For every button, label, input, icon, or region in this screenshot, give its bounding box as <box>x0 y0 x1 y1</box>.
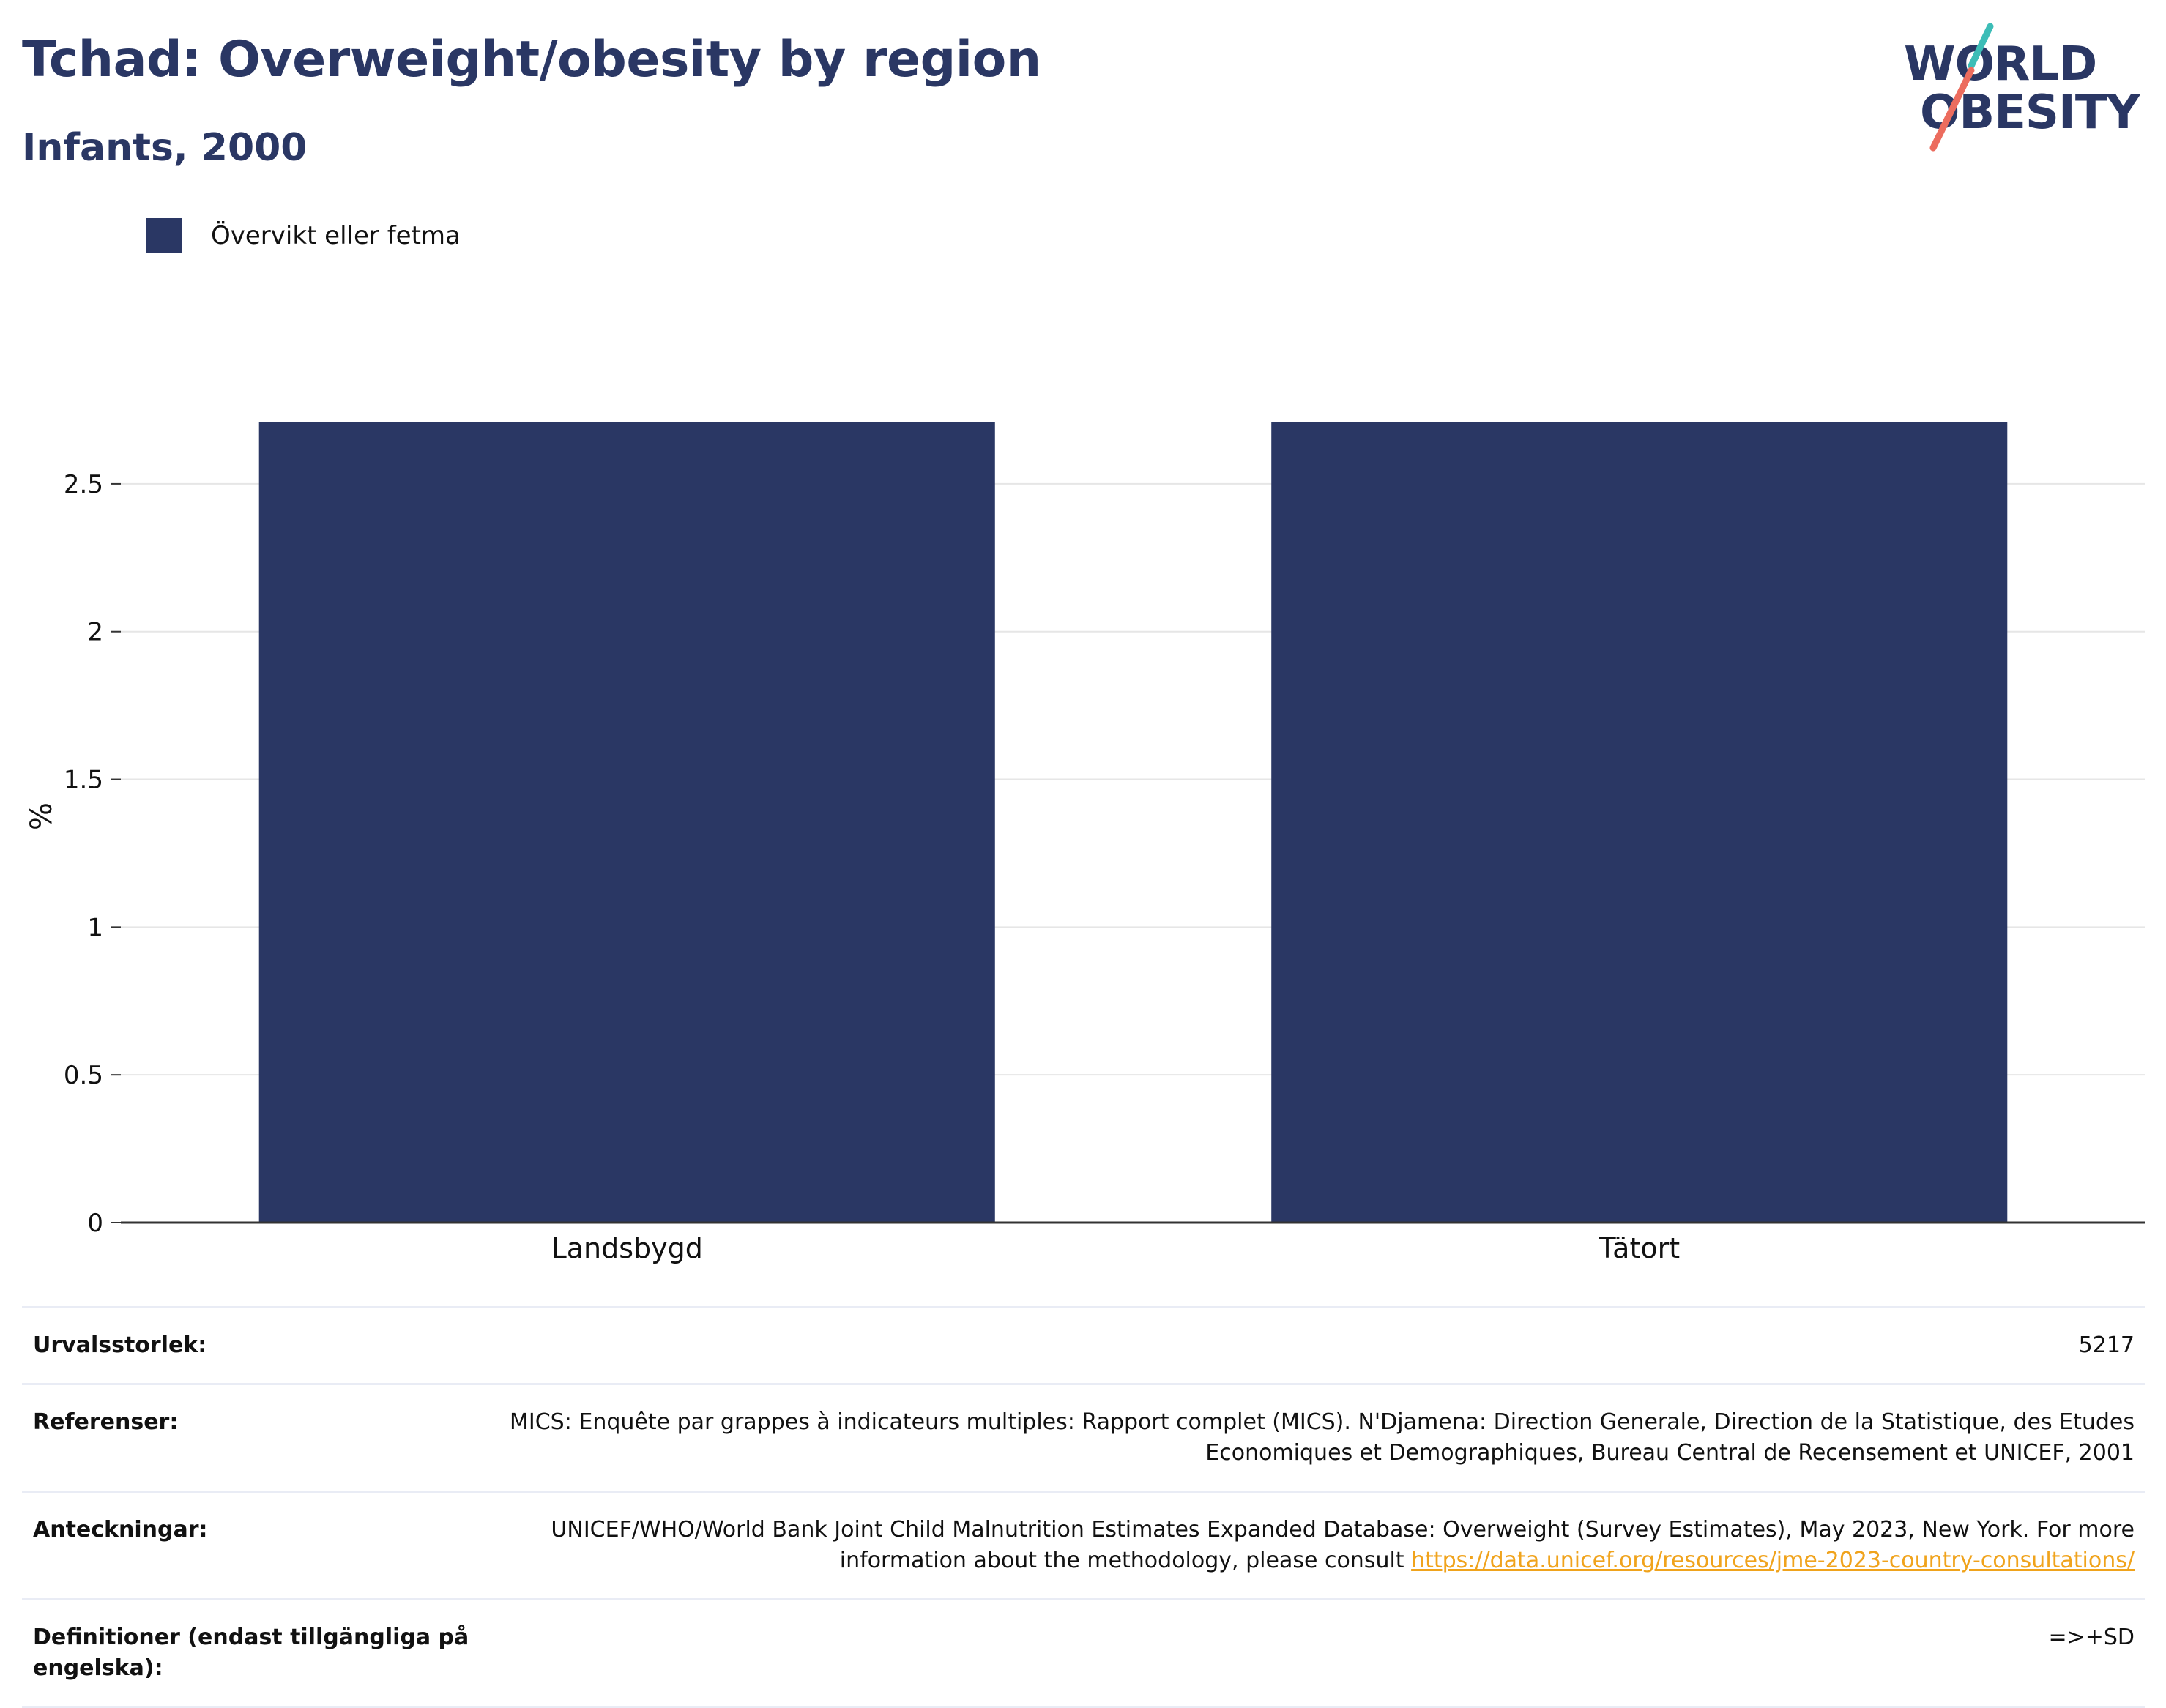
world-obesity-logo: WORLD OBESITY <box>1904 22 2153 154</box>
y-tick-label: 0 <box>87 1209 103 1238</box>
info-row-definitions: Definitioner (endast tillgängliga på eng… <box>22 1599 2145 1707</box>
sample-size-value: 5217 <box>2078 1332 2135 1358</box>
bar-chart: 0 0.5 1 1.5 2 2.5 Landsbygd Tätort% <box>25 422 2145 1264</box>
notes-label: Anteckningar: <box>33 1517 208 1543</box>
chart-legend: Övervikt eller fetma <box>146 218 461 253</box>
info-table: Urvalsstorlek: 5217 Referenser: MICS: En… <box>22 1306 2145 1708</box>
bars <box>258 422 2008 1223</box>
y-tick-label: 1 <box>87 913 103 942</box>
y-tick-label: 1.5 <box>64 766 103 795</box>
legend-swatch <box>146 218 182 253</box>
definitions-label: Definitioner (endast tillgängliga på eng… <box>33 1625 469 1681</box>
notes-text: UNICEF/WHO/World Bank Joint Child Malnut… <box>551 1517 2135 1573</box>
info-row-references: Referenser: MICS: Enquête par grappes à … <box>22 1384 2145 1492</box>
legend-label: Övervikt eller fetma <box>211 221 461 250</box>
methodology-link[interactable]: https://data.unicef.org/resources/jme-20… <box>1411 1548 2135 1573</box>
bar <box>1271 422 2008 1223</box>
y-tick-label: 2.5 <box>64 470 103 499</box>
info-row-notes: Anteckningar: UNICEF/WHO/World Bank Join… <box>22 1491 2145 1600</box>
y-tick-label: 0.5 <box>64 1061 103 1090</box>
references-value: MICS: Enquête par grappes à indicateurs … <box>510 1409 2135 1466</box>
y-axis-label: % <box>25 802 59 830</box>
info-row-sample-size: Urvalsstorlek: 5217 <box>22 1307 2145 1384</box>
references-label: Referenser: <box>33 1409 179 1435</box>
bar <box>258 422 995 1223</box>
y-tick-label: 2 <box>87 618 103 647</box>
logo-slash-icon <box>1929 23 1994 152</box>
sample-size-label: Urvalsstorlek: <box>33 1332 207 1358</box>
logo-word-world: WORLD <box>1904 37 2097 92</box>
notes-value: UNICEF/WHO/World Bank Joint Child Malnut… <box>498 1492 2145 1600</box>
definitions-value: =>+SD <box>2048 1625 2135 1650</box>
x-tick-label: Tätort <box>1598 1232 1680 1264</box>
axes: 0 0.5 1 1.5 2 2.5 Landsbygd Tätort% <box>25 470 2145 1264</box>
x-tick-label: Landsbygd <box>551 1232 703 1264</box>
chart-title: Tchad: Overweight/obesity by region <box>22 31 1041 89</box>
chart-subtitle: Infants, 2000 <box>22 126 308 170</box>
